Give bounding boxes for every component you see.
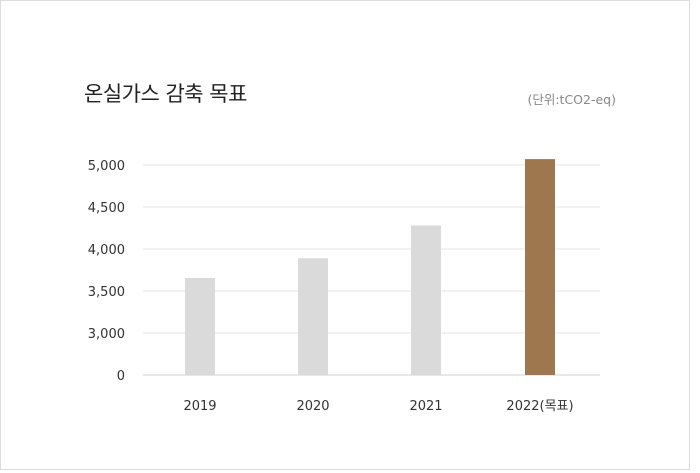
x-category-label: 2021 [409, 399, 442, 414]
chart-title: 온실가스 감축 목표 [84, 82, 247, 106]
x-category-label: 2022(목표) [506, 399, 573, 414]
bar-2019 [185, 277, 215, 375]
x-category-label: 2019 [183, 399, 216, 414]
chart-card [0, 0, 690, 470]
y-tick-label: 4,000 [88, 243, 125, 258]
y-tick-label: 4,500 [88, 201, 125, 216]
bar-2020 [298, 258, 328, 375]
y-tick-label: 3,500 [88, 285, 125, 300]
y-tick-label: 5,000 [88, 159, 125, 174]
bar-2021 [411, 225, 441, 375]
x-category-label: 2020 [296, 399, 329, 414]
unit-label: (단위:tCO2-eq) [527, 92, 616, 107]
y-tick-label: 0 [117, 369, 125, 384]
y-tick-label: 3,000 [88, 327, 125, 342]
bar-2022(목표) [525, 159, 555, 375]
